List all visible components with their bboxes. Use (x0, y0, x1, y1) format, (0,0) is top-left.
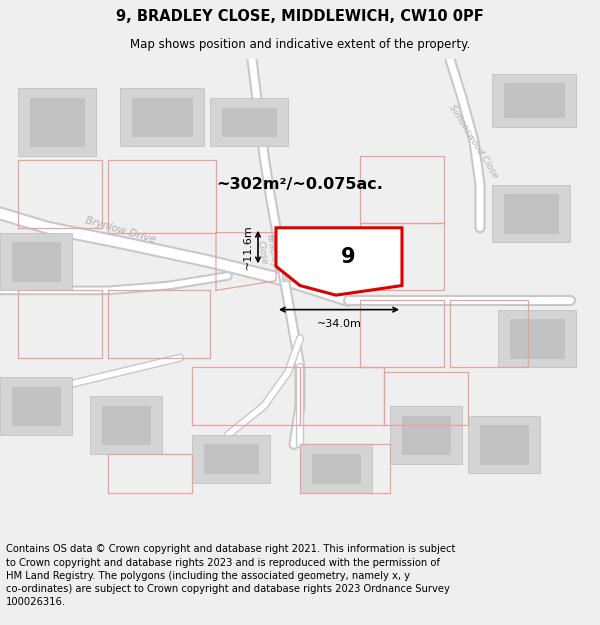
Text: Contains OS data © Crown copyright and database right 2021. This information is : Contains OS data © Crown copyright and d… (6, 544, 455, 607)
Polygon shape (498, 309, 576, 368)
Polygon shape (12, 242, 60, 281)
Polygon shape (204, 444, 258, 473)
Text: ~302m²/~0.075ac.: ~302m²/~0.075ac. (217, 177, 383, 192)
Text: Brynlow Drive: Brynlow Drive (83, 216, 157, 245)
Polygon shape (210, 98, 288, 146)
Polygon shape (192, 435, 270, 483)
Text: ~34.0m: ~34.0m (317, 319, 361, 329)
Text: ~11.6m: ~11.6m (243, 224, 253, 269)
Polygon shape (504, 194, 558, 232)
Polygon shape (312, 454, 360, 483)
Polygon shape (120, 88, 204, 146)
Polygon shape (294, 247, 336, 271)
Polygon shape (504, 83, 564, 117)
Text: Map shows position and indicative extent of the property.: Map shows position and indicative extent… (130, 38, 470, 51)
Polygon shape (468, 416, 540, 473)
Text: 9: 9 (341, 247, 355, 267)
Polygon shape (510, 319, 564, 357)
Text: 9, BRADLEY CLOSE, MIDDLEWICH, CW10 0PF: 9, BRADLEY CLOSE, MIDDLEWICH, CW10 0PF (116, 9, 484, 24)
Polygon shape (132, 98, 192, 136)
Text: Simonswood Close: Simonswood Close (448, 103, 500, 179)
Polygon shape (0, 232, 72, 291)
Polygon shape (0, 377, 72, 435)
Polygon shape (402, 416, 450, 454)
Polygon shape (12, 387, 60, 425)
Polygon shape (480, 425, 528, 464)
Polygon shape (390, 406, 462, 464)
Polygon shape (18, 88, 96, 156)
Polygon shape (492, 184, 570, 242)
Polygon shape (282, 238, 348, 281)
Polygon shape (300, 444, 372, 493)
Polygon shape (222, 107, 276, 136)
Text: Bradley
Close: Bradley Close (254, 233, 280, 271)
Polygon shape (276, 228, 402, 295)
Polygon shape (102, 406, 150, 444)
Polygon shape (30, 98, 84, 146)
Polygon shape (90, 396, 162, 454)
Polygon shape (492, 74, 576, 127)
